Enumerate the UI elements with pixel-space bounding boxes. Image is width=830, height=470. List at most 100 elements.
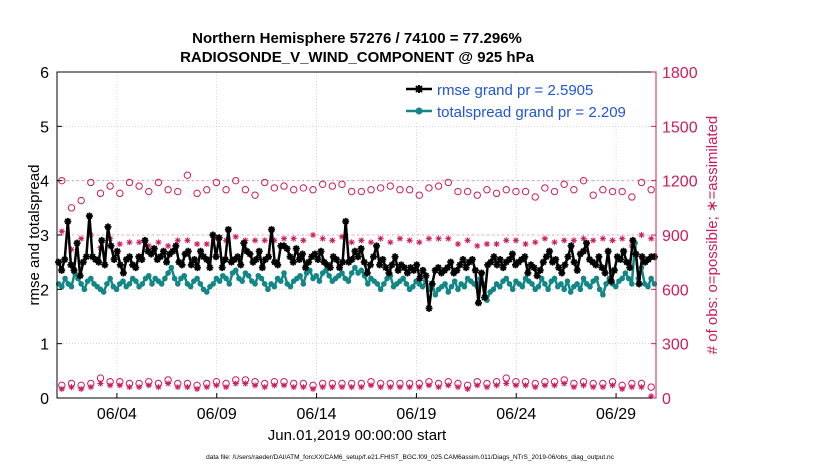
obs-possible-marker	[396, 186, 404, 194]
obs-possible-marker	[367, 186, 375, 194]
obs-possible-marker	[280, 182, 288, 190]
obs-assimilated-marker	[541, 235, 548, 242]
totalspread-point	[619, 275, 625, 282]
obs-possible-marker	[434, 182, 443, 190]
x-tick-label: 06/14	[297, 406, 337, 423]
obs-assimilated-marker	[203, 384, 210, 391]
obs-assimilated-marker	[174, 384, 181, 391]
totalspread-point	[545, 286, 551, 293]
rmse-point	[462, 264, 470, 272]
totalspread-point	[612, 283, 619, 290]
totalspread-point	[622, 270, 629, 276]
rmse-point	[135, 253, 143, 261]
totalspread-point	[403, 281, 410, 287]
obs-assimilated-marker	[435, 235, 442, 242]
obs-count-markers	[58, 171, 655, 400]
obs-possible-marker	[463, 187, 472, 196]
rmse-point	[419, 266, 427, 274]
rmse-point	[129, 261, 137, 269]
right-axis-ticks: 0 300 600 900 1200 1500 1800	[651, 65, 698, 408]
x-axis-label: Jun.01,2019 00:00:00 start	[268, 427, 447, 444]
totalspread-point	[265, 286, 271, 293]
rmse-point	[555, 264, 563, 272]
rmse-point	[107, 242, 115, 250]
rmse-point	[274, 261, 282, 269]
obs-assimilated-marker	[425, 235, 432, 242]
obs-possible-marker	[357, 187, 366, 196]
totalspread-point	[600, 291, 606, 298]
obs-assimilated-marker	[339, 233, 346, 240]
rmse-point	[163, 258, 171, 266]
rmse-point	[126, 253, 134, 261]
rmse-point	[193, 264, 201, 272]
rmse-point	[354, 253, 362, 261]
obs-assimilated-marker	[464, 385, 471, 392]
rmse-point	[224, 226, 232, 234]
rmse-point	[243, 247, 251, 255]
obs-assimilated-marker	[155, 239, 162, 246]
obs-possible-marker	[251, 191, 259, 199]
legend: rmse grand pr = 2.5905 totalspread grand…	[399, 75, 645, 123]
totalspread-point	[326, 272, 332, 279]
rmse-point	[644, 255, 652, 263]
obs-possible-marker	[125, 178, 134, 187]
obs-assimilated-marker	[97, 380, 104, 387]
rmse-point	[373, 242, 381, 250]
totalspread-point	[59, 283, 65, 290]
obs-assimilated-marker	[58, 228, 65, 235]
obs-possible-marker	[512, 187, 520, 196]
obs-assimilated-marker	[493, 241, 500, 248]
obs-assimilated-marker	[599, 384, 606, 391]
obs-assimilated-marker	[329, 237, 336, 244]
obs-possible-marker	[647, 383, 655, 391]
rmse-point	[252, 255, 260, 263]
totalspread-point	[133, 278, 139, 284]
obs-assimilated-marker	[445, 235, 452, 242]
obs-possible-marker	[183, 171, 192, 179]
obs-assimilated-marker	[78, 385, 85, 392]
rmse-point	[570, 258, 578, 266]
obs-possible-marker	[647, 186, 655, 194]
totalspread-point	[162, 275, 168, 282]
obs-possible-marker	[560, 180, 568, 188]
data-file-footer: data file: /Users/raeder/DAI/ATM_forcXX/…	[206, 454, 615, 461]
y-right-tick-label: 600	[662, 282, 689, 299]
rmse-point	[314, 255, 322, 263]
totalspread-point	[261, 281, 268, 287]
rmse-point	[172, 242, 180, 250]
rmse-point	[403, 269, 411, 277]
rmse-point	[227, 258, 235, 266]
obs-assimilated-marker	[329, 384, 336, 391]
rmse-point	[92, 255, 100, 263]
rmse-point	[150, 245, 158, 253]
rmse-point	[558, 269, 566, 277]
rmse-point	[561, 261, 569, 269]
obs-assimilated-marker	[319, 384, 326, 391]
y-left-tick-label: 0	[40, 391, 49, 408]
rmse-point	[317, 247, 325, 255]
rmse-point	[576, 250, 584, 258]
y-right-tick-label: 1800	[662, 65, 698, 82]
y-left-tick-label: 1	[40, 337, 49, 354]
totalspread-point	[126, 281, 133, 287]
obs-assimilated-marker	[126, 239, 133, 246]
obs-assimilated-marker	[348, 384, 355, 391]
obs-possible-marker	[483, 186, 491, 194]
obs-possible-marker	[193, 189, 201, 198]
totalspread-point	[381, 281, 387, 287]
obs-possible-marker	[270, 184, 279, 192]
rmse-point	[567, 242, 575, 250]
rmse-point	[261, 255, 269, 263]
rmse-point	[400, 264, 408, 272]
obs-assimilated-marker	[78, 235, 85, 242]
rmse-point	[305, 258, 313, 266]
chart-title-line2: RADIOSONDE_V_WIND_COMPONENT @ 925 hPa	[180, 49, 535, 66]
obs-assimilated-marker	[609, 382, 616, 389]
rmse-point	[376, 261, 384, 269]
obs-assimilated-marker	[310, 385, 317, 392]
obs-assimilated-marker	[532, 384, 539, 391]
obs-assimilated-marker	[145, 242, 152, 249]
rmse-point	[212, 253, 220, 261]
obs-assimilated-marker	[271, 237, 278, 244]
obs-assimilated-marker	[474, 242, 481, 249]
